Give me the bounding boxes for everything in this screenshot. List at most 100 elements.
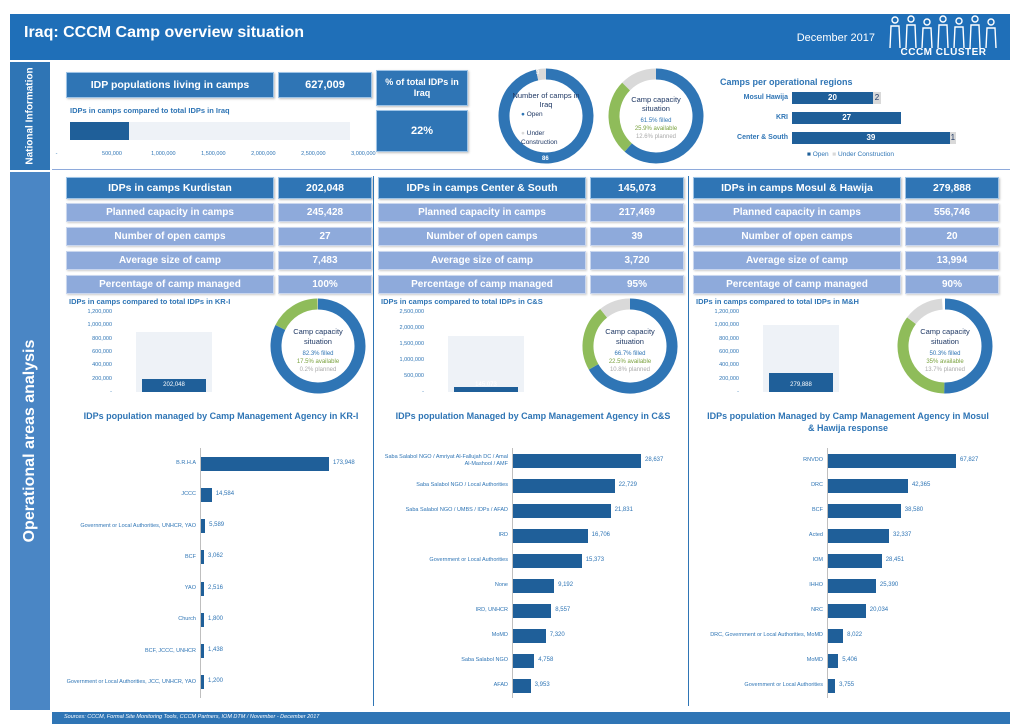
area-0-stat-value: 27: [278, 227, 372, 246]
header-bar: Iraq: CCCM Camp overview situation Decem…: [10, 14, 1010, 60]
camps-donut-slice-0: [498, 68, 594, 164]
area-2-agency-axis: [827, 448, 828, 698]
region-uc-bar: 2: [872, 92, 882, 104]
area-1-agency-value: 7,320: [549, 631, 565, 638]
area-1-stat-value: 95%: [590, 275, 684, 294]
area-2-agency-value: 28,451: [885, 556, 905, 563]
area-1-agency-axis: [512, 448, 513, 698]
area-2-agency-bar: [828, 553, 882, 568]
region-open-value: 27: [842, 113, 852, 122]
cccm-logo: CCCM CLUSTER: [881, 14, 1006, 60]
area-1-agency-bar: [513, 503, 611, 518]
area-0-agency-value: 5,589: [209, 522, 225, 529]
area-2-capacity-donut-slice-2: [907, 298, 944, 325]
national-compare-title: IDPs in camps compared to total IDPs in …: [70, 106, 230, 115]
area-2-tick: 200,000: [719, 375, 739, 382]
camps-uc-value: 3: [536, 70, 540, 76]
area-1-stat-value: 217,469: [590, 203, 684, 222]
area-2-stat-label: Planned capacity in camps: [693, 203, 901, 222]
area-0-donut-title: Camp capacity situation: [293, 327, 343, 346]
area-2-donut-planned: 13.7% planned: [924, 367, 966, 373]
area-0-agency-bar: [201, 456, 329, 471]
national-tick: 3,000,000: [351, 151, 376, 157]
area-0-tick: 200,000: [92, 375, 112, 382]
area-0-stat-value: 100%: [278, 275, 372, 294]
area-2-agency-name: IHHO: [809, 582, 823, 588]
area-2-agency-title: IDPs population Managed by Camp Manageme…: [707, 411, 989, 433]
area-1-agency-bar: [513, 628, 546, 643]
area-2-stat-value: 90%: [905, 275, 999, 294]
area-0-agency-value: 14,584: [215, 490, 235, 497]
national-capacity-donut-slice-2: [622, 68, 657, 91]
area-1-capacity-donut-slice-0: [588, 298, 678, 394]
area-1-agency-name: MoMD: [491, 632, 508, 638]
area-1-tick: 500,000: [404, 373, 424, 379]
divider-1: [373, 176, 374, 706]
area-1-donut-planned: 10.8% planned: [609, 367, 651, 373]
area-1-agency-bar: [513, 528, 588, 543]
area-2-agency-bar: [828, 603, 866, 618]
camps-donut-title: Number of camps in Iraq: [512, 91, 580, 109]
side-tab-national: National Information: [10, 62, 50, 170]
region-open-value: 20: [828, 93, 837, 102]
area-1-agency-name: None: [494, 582, 508, 588]
people-silhouettes-icon: [889, 15, 997, 49]
area-1-agency-bar: [513, 453, 641, 468]
report-date: December 2017: [796, 32, 875, 44]
area-1-agency-name: Saba Salabol NGO / UMBS / IDPs / AFAD: [405, 507, 508, 513]
area-0-donut-filled: 82.3% filled: [302, 351, 334, 357]
area-2-agency-bar: [828, 453, 956, 468]
area-2-agency-name: DRC: [811, 482, 823, 488]
sources-note: Sources: CCCM, Formal Site Monitoring To…: [64, 714, 320, 720]
national-tick: 2,000,000: [251, 151, 276, 157]
area-2-agency-name: DRC, Government or Local Authorities, Mo…: [710, 632, 823, 638]
area-0-stat-label: Percentage of camp managed: [66, 275, 274, 294]
area-0-agency-value: 2,516: [208, 584, 224, 591]
area-1-stat-label: Percentage of camp managed: [378, 275, 586, 294]
area-1-tick: -: [422, 389, 424, 395]
area-2-agency-name: RNVDO: [803, 457, 823, 463]
footer-bar: Sources: CCCM, Formal Site Monitoring To…: [52, 712, 1010, 724]
area-1-agency-name: IRD: [498, 532, 508, 538]
area-0-agency-name: YAO: [184, 585, 196, 592]
area-1-agency-name: Saba Salabol NGO: [461, 657, 508, 663]
area-0-compare-title: IDPs in camps compared to total IDPs in …: [69, 297, 231, 306]
area-0-agency-bar: [201, 675, 204, 690]
area-2-agency-bar: [828, 528, 890, 543]
area-1-agency-bar: [513, 678, 531, 693]
area-0-agency-value: 1,200: [208, 678, 224, 685]
area-1-donut-available: 22.5% available: [608, 359, 652, 365]
area-1-agency-value: 9,192: [558, 581, 574, 588]
area-1-compare-title: IDPs in camps compared to total IDPs in …: [381, 297, 543, 306]
area-1-agency-name: Saba Salabol NGO / Local Authorities: [416, 482, 508, 488]
area-1-agency-name: Government or Local Authorities: [429, 557, 508, 563]
camps-legend-open: ● Open: [521, 111, 543, 118]
area-2-agency-bar: [828, 628, 844, 643]
area-1-stat-label: Average size of camp: [378, 251, 586, 270]
pct-idps-value: 22%: [376, 110, 468, 152]
area-1-stat-value: 3,720: [590, 251, 684, 270]
camps-donut: [498, 68, 594, 164]
area-0-agency-name: JCCC: [181, 491, 196, 498]
area-0-agency-name: BCF, JCCC, UNHCR: [144, 647, 196, 654]
area-0-tick: 800,000: [92, 335, 112, 342]
area-0-agency-value: 173,948: [333, 459, 355, 466]
area-2-agency-value: 5,406: [842, 656, 858, 663]
pct-idps-label: % of total IDPs in Iraq: [376, 70, 468, 106]
region-name: KRI: [775, 114, 788, 121]
area-1-agency-value: 21,831: [614, 506, 633, 513]
area-2-idp-value: 279,888: [905, 177, 999, 199]
area-0-agency-value: 3,062: [208, 553, 224, 560]
area-0-agency-name: B.R.H.A: [176, 460, 196, 467]
area-0-idp-label: IDPs in camps Kurdistan: [66, 177, 274, 199]
area-0-stat-label: Number of open camps: [66, 227, 274, 246]
area-1-tick: 2,500,000: [399, 309, 424, 315]
area-2-agency-value: 8,022: [847, 631, 863, 638]
area-2-donut-filled: 50.3% filled: [929, 351, 961, 357]
area-1-capacity-donut-slice-2: [600, 298, 631, 318]
area-1-agency-value: 28,637: [645, 456, 664, 463]
area-0-tick: -: [110, 389, 112, 395]
side-label-operational: Operational areas analysis: [21, 339, 38, 543]
area-2-agency-name: Government or Local Authorities: [744, 682, 823, 688]
area-2-agency-value: 42,365: [911, 481, 931, 488]
